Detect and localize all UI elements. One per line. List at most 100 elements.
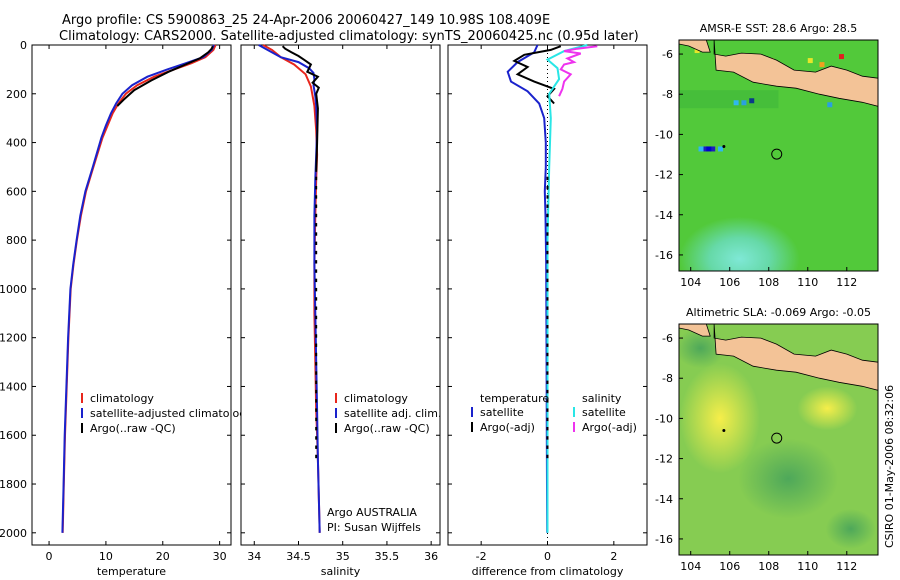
coastal-band [679,90,779,109]
x-tick-label: 0 [544,550,551,563]
map-panel-2: Altimetric SLA: -0.069 Argo: -0.05 104 106… [655,306,879,573]
map-x-tick-label: 108 [758,276,779,289]
high-sla-patch [797,386,858,431]
x-tick-label: 10 [99,550,113,563]
y-tick-label: 400 [6,137,27,150]
legend-label: climatology [344,392,408,405]
series-line-2 [116,45,214,107]
argo-float-marker [771,148,783,160]
legend-header-salinity: salinity [582,392,622,405]
figure-title-line1: Argo profile: CS 5900863_25 24-Apr-2006 … [62,13,551,28]
series-line-1 [61,44,215,533]
map-y-tick-label: -16 [655,533,673,546]
footer-credit: CSIRO 01-May-2006 08:32:06 [883,384,896,548]
annotation-text: PI: Susan Wijffels [327,521,421,534]
x-tick-label: 0 [46,550,53,563]
y-tick-label: 200 [6,88,27,101]
map-x-tick-label: 106 [719,276,740,289]
map-panels: AMSR-E SST: 28.6 Argo: 28.5 104 106 108 110 1… [655,22,879,573]
y-tick-label: 1200 [0,332,27,345]
data-pixel [718,146,724,152]
profile-panel-3: -2 0 2 difference from climatology temperatu… [447,44,648,578]
x-tick-label: 2 [610,550,617,563]
low-sla-patch [738,438,839,519]
map-x-tick-label: 110 [797,560,818,573]
map-y-tick-label: -16 [655,249,673,262]
map-field [679,324,878,555]
y-tick-label: 1400 [0,380,27,393]
x-tick-label: 20 [156,550,170,563]
data-pixel [733,100,739,106]
map-x-tick-label: 106 [719,560,740,573]
map-panel-1: AMSR-E SST: 28.6 Argo: 28.5 104 106 108 110 1… [655,22,879,289]
x-tick-label: 34.5 [286,550,311,563]
x-tick-label: 35 [336,550,350,563]
map-x-tick-label: 104 [680,276,701,289]
warm-pixel [838,54,844,60]
y-tick-label: 800 [6,234,27,247]
map-y-tick-label: -6 [662,48,673,61]
legend-label: climatology [90,392,154,405]
map-y-tick-label: -6 [662,332,673,345]
y-tick-label: 600 [6,185,27,198]
legend-label: Argo(-adj) [480,421,535,434]
x-tick-label: 35.5 [375,550,400,563]
data-pixel [741,100,747,106]
island-dot [722,428,726,432]
legend-label: satellite-adjusted climatology [90,407,253,420]
high-sla-patch [679,363,760,474]
map-title: AMSR-E SST: 28.6 Argo: 28.5 [700,22,858,35]
data-pixel [827,102,833,108]
legend-label: Argo(..raw -QC) [344,422,430,435]
map-y-tick-label: -12 [655,453,673,466]
x-axis-label: temperature [97,565,166,578]
warm-pixel [819,62,825,68]
low-sla-patch [825,508,876,549]
x-axis-label: difference from climatology [472,565,624,578]
map-y-tick-label: -8 [662,88,673,101]
java-landmass [713,324,878,391]
plot-frame [31,44,232,546]
profile-panel-1: 0 10 20 30 0 200 400 600 800 1000 1200 1400 1600 1800… [0,39,253,578]
map-field [679,40,878,271]
data-pixel [706,146,712,152]
island-dot [722,144,726,148]
map-y-tick-label: -14 [655,209,673,222]
map-y-tick-label: -10 [655,412,673,425]
warm-pixel [807,58,813,64]
map-frame [678,39,879,272]
legend-label: satellite adj. clim. [344,407,441,420]
map-x-tick-label: 108 [758,560,779,573]
data-pixel [749,98,755,104]
map-x-tick-label: 104 [680,560,701,573]
legend-label: Argo(-adj) [582,421,637,434]
y-tick-label: 2000 [0,527,27,540]
x-tick-label: -2 [476,550,487,563]
sumatra-landmass [679,324,711,337]
x-tick-label: 34 [247,550,261,563]
map-x-tick-label: 110 [797,276,818,289]
x-axis-label: salinity [321,565,361,578]
legend-label: satellite [480,406,524,419]
map-y-tick-label: -12 [655,169,673,182]
java-landmass [713,40,878,107]
legend-header-temperature: temperature [480,392,549,405]
map-y-tick-label: -14 [655,493,673,506]
series-line-3 [558,45,598,97]
cool-water-patch [679,216,800,271]
profile-panels: 0 10 20 30020040060080010001200140016001800… [0,39,648,578]
legend-label: Argo(..raw -QC) [90,422,176,435]
data-pixel [702,146,708,152]
data-pixel [710,146,716,152]
plot-frame [240,44,441,546]
sumatra-landmass [679,40,711,53]
annotation-text: Argo AUSTRALIA [327,506,417,519]
legend-label: satellite [582,406,626,419]
map-x-tick-label: 112 [836,276,857,289]
y-tick-label: 1000 [0,283,27,296]
y-tick-label: 1800 [0,478,27,491]
series-line-0 [506,44,549,533]
map-y-tick-label: -8 [662,372,673,385]
